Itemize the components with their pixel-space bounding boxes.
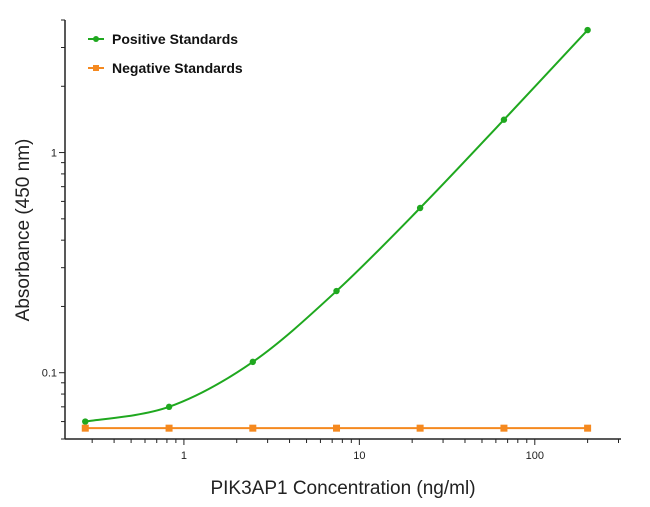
- data-point-positive: [249, 358, 257, 366]
- legend-item-negative: Negative Standards: [88, 60, 243, 76]
- x-axis-title: PIK3AP1 Concentration (ng/ml): [210, 478, 475, 499]
- y-tick-label: 1: [51, 148, 57, 160]
- x-tick-label: 1: [181, 450, 187, 462]
- data-point-negative: [584, 424, 592, 432]
- data-point-positive: [165, 403, 173, 411]
- data-point-negative: [81, 424, 89, 432]
- series-layer: [81, 26, 592, 432]
- legend-marker-positive: [93, 36, 99, 42]
- y-tick-label: 0.1: [42, 368, 57, 380]
- axes: 1 10 100 0.1 1: [42, 19, 621, 462]
- x-tick-label: 100: [526, 450, 544, 462]
- data-point-negative: [249, 424, 257, 432]
- data-point-negative: [333, 424, 341, 432]
- data-point-negative: [165, 424, 173, 432]
- data-point-positive: [500, 116, 508, 123]
- data-point-positive: [333, 287, 340, 295]
- data-point-negative: [416, 424, 424, 432]
- y-axis-title: Absorbance (450 nm): [13, 139, 34, 322]
- data-point-positive: [584, 26, 591, 34]
- legend-label-negative: Negative Standards: [112, 60, 243, 76]
- legend-item-positive: Positive Standards: [88, 31, 238, 47]
- data-point-positive: [82, 418, 89, 425]
- legend-label-positive: Positive Standards: [112, 31, 238, 47]
- data-point-negative: [500, 424, 508, 432]
- series-line-positive: [85, 29, 589, 423]
- data-point-positive: [416, 204, 424, 212]
- x-tick-label: 10: [353, 450, 365, 462]
- legend-marker-negative: [93, 65, 99, 71]
- legend: Positive Standards Negative Standards: [88, 31, 243, 76]
